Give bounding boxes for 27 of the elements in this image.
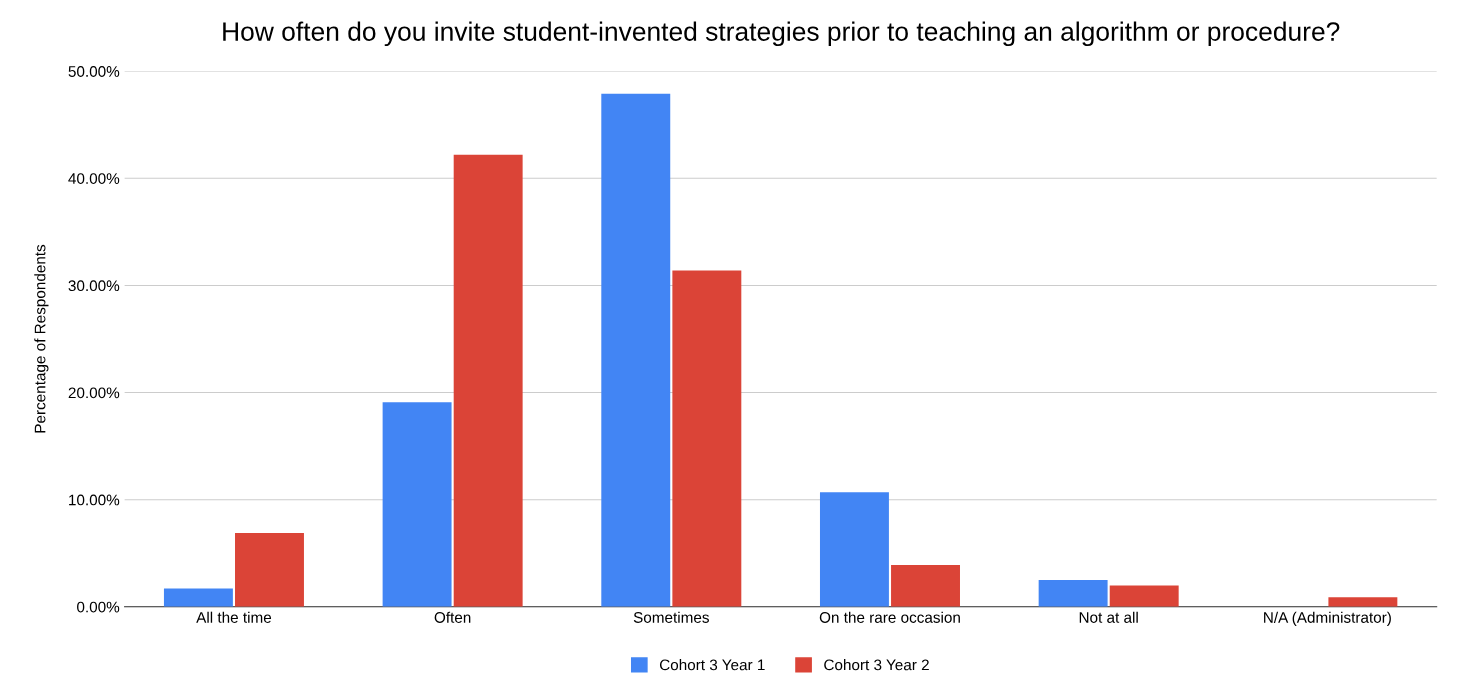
y-tick-label: 50.00% [68,66,120,77]
y-tick-label: 20.00% [68,387,120,399]
bar [235,532,304,607]
chart-title: How often do you invite student-invented strategies prior to teaching an algorithm or procedure? [223,21,1340,47]
bar [891,565,960,607]
y-tick-label: 30.00% [68,280,120,292]
x-tick-label: N/A (Administrator) [1264,611,1391,626]
bar [819,492,889,607]
bar [1109,585,1179,607]
bar [382,402,452,607]
x-tick-label: All the time [196,611,272,623]
x-tick-label: On the rare occasion [819,611,960,623]
bar [163,588,233,607]
x-tick-label: Sometimes [633,611,709,623]
legend-label: Cohort 3 Year 1 [659,659,765,671]
y-tick-label: 40.00% [68,173,120,184]
x-tick-label: Not at all [1079,611,1138,623]
bar [1328,597,1398,607]
y-tick-label: 10.00% [69,494,120,506]
y-axis-title: Percentage of Respondents [34,244,49,433]
bar [1038,580,1108,607]
legend-label: Cohort 3 Year 2 [824,659,929,671]
bar [453,154,523,607]
bar [672,270,742,607]
x-tick-label: Often [434,611,471,623]
bar [601,93,671,607]
y-tick-label: 0.00% [77,601,120,613]
